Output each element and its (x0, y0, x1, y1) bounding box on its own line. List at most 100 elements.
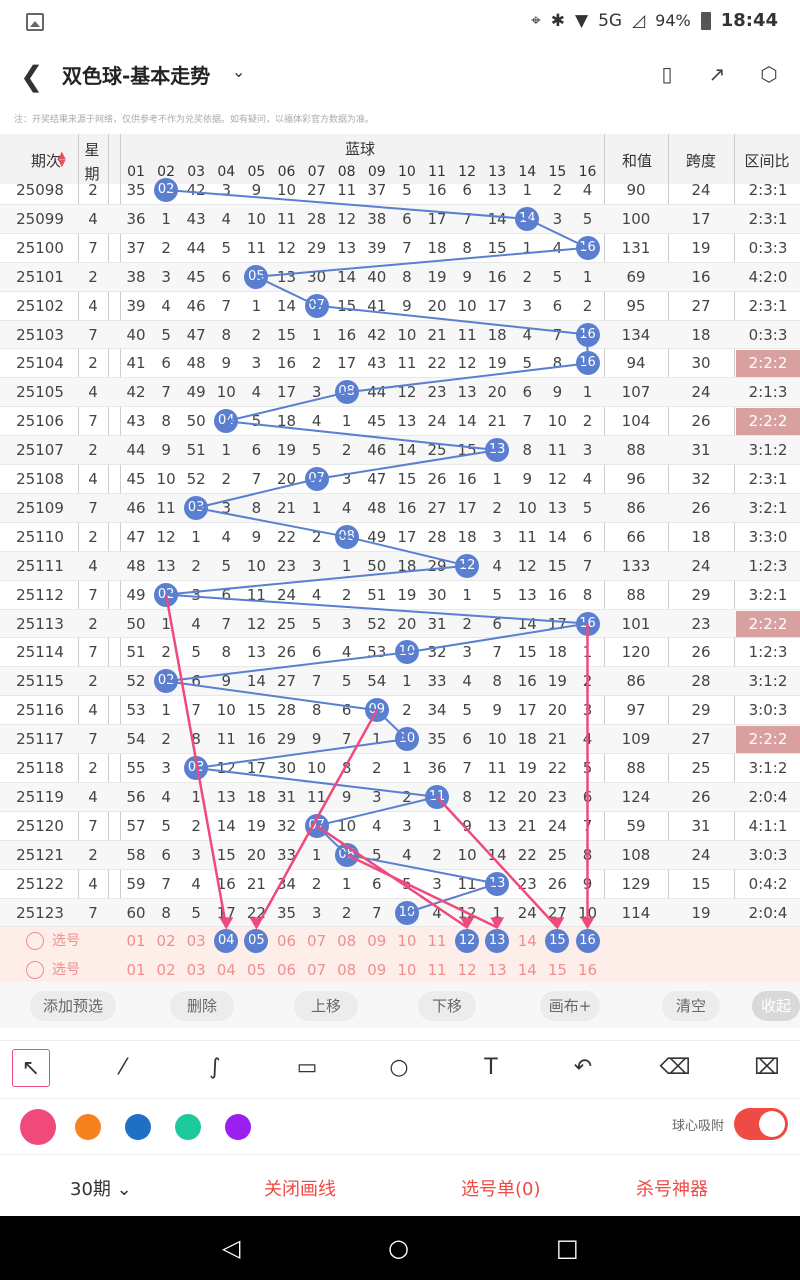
selected-ball[interactable]: 13 (485, 929, 510, 954)
hit-ball[interactable]: 10 (394, 640, 419, 665)
select-number[interactable]: 03 (186, 961, 206, 980)
hit-ball[interactable]: 16 (575, 322, 600, 347)
select-number[interactable]: 07 (307, 961, 327, 980)
selected-ball[interactable]: 12 (455, 929, 480, 954)
share-icon[interactable]: ↗ (708, 62, 726, 86)
hit-ball[interactable]: 12 (455, 553, 480, 578)
text-icon[interactable]: T (484, 1055, 498, 1080)
hit-ball[interactable]: 16 (575, 351, 600, 376)
circle-icon[interactable]: ○ (389, 1055, 409, 1080)
select-number[interactable]: 08 (337, 961, 357, 980)
undo-icon[interactable]: ↶ (573, 1055, 593, 1080)
hit-ball[interactable]: 09 (364, 698, 389, 723)
select-number[interactable]: 01 (126, 961, 146, 980)
hit-ball[interactable]: 08 (334, 842, 359, 867)
action-3-button[interactable]: 下移 (418, 991, 476, 1021)
select-number[interactable]: 02 (156, 961, 176, 980)
hit-ball[interactable]: 13 (485, 871, 510, 896)
selected-ball[interactable]: 05 (244, 929, 269, 954)
action-0-button[interactable]: 添加预选 (30, 991, 116, 1021)
select-number[interactable]: 05 (246, 961, 266, 980)
select-number[interactable]: 15 (547, 961, 567, 980)
phone-layout-icon[interactable]: ▯ (661, 62, 673, 86)
action-1-button[interactable]: 删除 (170, 991, 234, 1021)
select-number[interactable]: 09 (367, 961, 387, 980)
select-row[interactable]: 选号 01 02 03 04 05 06 07 08 09 10 11 12 13 14 15 16 (0, 927, 800, 957)
select-number[interactable]: 07 (307, 932, 327, 951)
settings-hex-icon[interactable]: ⬡ (760, 62, 778, 86)
hit-ball[interactable]: 10 (394, 900, 419, 925)
color-swatch[interactable] (175, 1114, 201, 1140)
hit-ball[interactable]: 03 (184, 495, 209, 520)
select-list-button[interactable]: 选号单(0) (461, 1179, 541, 1200)
select-number[interactable]: 11 (427, 961, 447, 980)
rectangle-icon[interactable]: ▭ (296, 1055, 318, 1080)
select-number[interactable]: 10 (397, 932, 417, 951)
page-title[interactable]: 双色球-基本走势 (62, 64, 211, 88)
select-number[interactable]: 01 (126, 932, 146, 951)
hit-ball[interactable]: 02 (154, 669, 179, 694)
magnet-toggle[interactable] (734, 1108, 788, 1140)
period-header[interactable]: 期次 (30, 152, 61, 170)
hit-ball[interactable]: 05 (244, 264, 269, 289)
hit-ball[interactable]: 14 (515, 206, 540, 231)
arrow-pointer-icon[interactable]: ↖ (12, 1049, 50, 1087)
selected-ball[interactable]: 04 (214, 929, 239, 954)
select-number[interactable]: 06 (276, 961, 297, 980)
chevron-down-icon[interactable]: ⌄ (232, 62, 246, 81)
hit-ball[interactable]: 13 (485, 438, 510, 463)
select-number[interactable]: 03 (186, 932, 206, 951)
select-number[interactable]: 09 (367, 932, 387, 951)
color-swatch[interactable] (20, 1109, 56, 1145)
hit-ball[interactable]: 16 (575, 235, 600, 260)
select-number[interactable]: 04 (216, 961, 236, 980)
select-number[interactable]: 02 (156, 932, 176, 951)
hit-ball[interactable]: 04 (214, 409, 239, 434)
number-cell: 3 (402, 816, 412, 835)
close-draw-button[interactable]: 关闭画线 (264, 1179, 336, 1200)
select-number[interactable]: 16 (577, 961, 598, 980)
hit-ball[interactable]: 03 (184, 756, 209, 780)
select-number[interactable]: 08 (337, 932, 357, 951)
kill-tool-button[interactable]: 杀号神器 (636, 1179, 708, 1200)
action-2-button[interactable]: 上移 (294, 991, 358, 1021)
select-number[interactable]: 11 (427, 932, 447, 951)
nav-home-icon[interactable]: ○ (388, 1234, 409, 1262)
selected-ball[interactable]: 16 (575, 929, 600, 954)
nav-back-icon[interactable]: ◁ (222, 1234, 241, 1262)
hit-ball[interactable]: 08 (334, 524, 359, 549)
curve-icon[interactable]: ∫ (209, 1055, 221, 1080)
select-radio[interactable] (26, 932, 44, 951)
hit-ball[interactable]: 07 (304, 293, 329, 318)
select-number[interactable]: 12 (457, 961, 477, 980)
select-number[interactable]: 14 (517, 932, 537, 951)
select-number[interactable]: 06 (276, 932, 297, 951)
color-swatch[interactable] (225, 1114, 251, 1140)
action-6-button[interactable]: 收起 (752, 991, 800, 1021)
hit-ball[interactable]: 08 (334, 380, 359, 405)
line-icon[interactable]: ⁄ (121, 1055, 125, 1080)
hit-ball[interactable]: 07 (304, 467, 329, 491)
hit-ball[interactable]: 16 (575, 611, 600, 636)
select-radio[interactable] (26, 961, 44, 980)
sort-icon[interactable]: ▲ ▼ (58, 150, 66, 169)
clear-brush-icon[interactable]: ⌧ (754, 1055, 780, 1080)
period-selector[interactable]: 30期 ⌄ (70, 1175, 132, 1201)
hit-ball[interactable]: 02 (154, 582, 179, 607)
select-number[interactable]: 10 (397, 961, 417, 980)
hit-ball[interactable]: 02 (154, 178, 179, 202)
select-number[interactable]: 13 (487, 961, 507, 980)
hit-ball[interactable]: 07 (304, 813, 329, 838)
hit-ball[interactable]: 11 (425, 784, 449, 809)
eraser-icon[interactable]: ⌫ (659, 1055, 691, 1080)
action-4-button[interactable]: 画布+ (540, 991, 600, 1021)
color-swatch[interactable] (75, 1114, 101, 1140)
nav-recent-icon[interactable]: □ (556, 1234, 579, 1262)
select-number[interactable]: 14 (517, 961, 537, 980)
color-swatch[interactable] (125, 1114, 151, 1140)
selected-ball[interactable]: 15 (545, 929, 570, 954)
select-row[interactable]: 选号 01 02 03 04 05 06 07 08 09 10 11 12 13 14 15 16 (0, 956, 800, 982)
action-5-button[interactable]: 清空 (662, 991, 720, 1021)
back-icon[interactable]: ❮ (20, 60, 44, 93)
hit-ball[interactable]: 10 (394, 727, 419, 752)
